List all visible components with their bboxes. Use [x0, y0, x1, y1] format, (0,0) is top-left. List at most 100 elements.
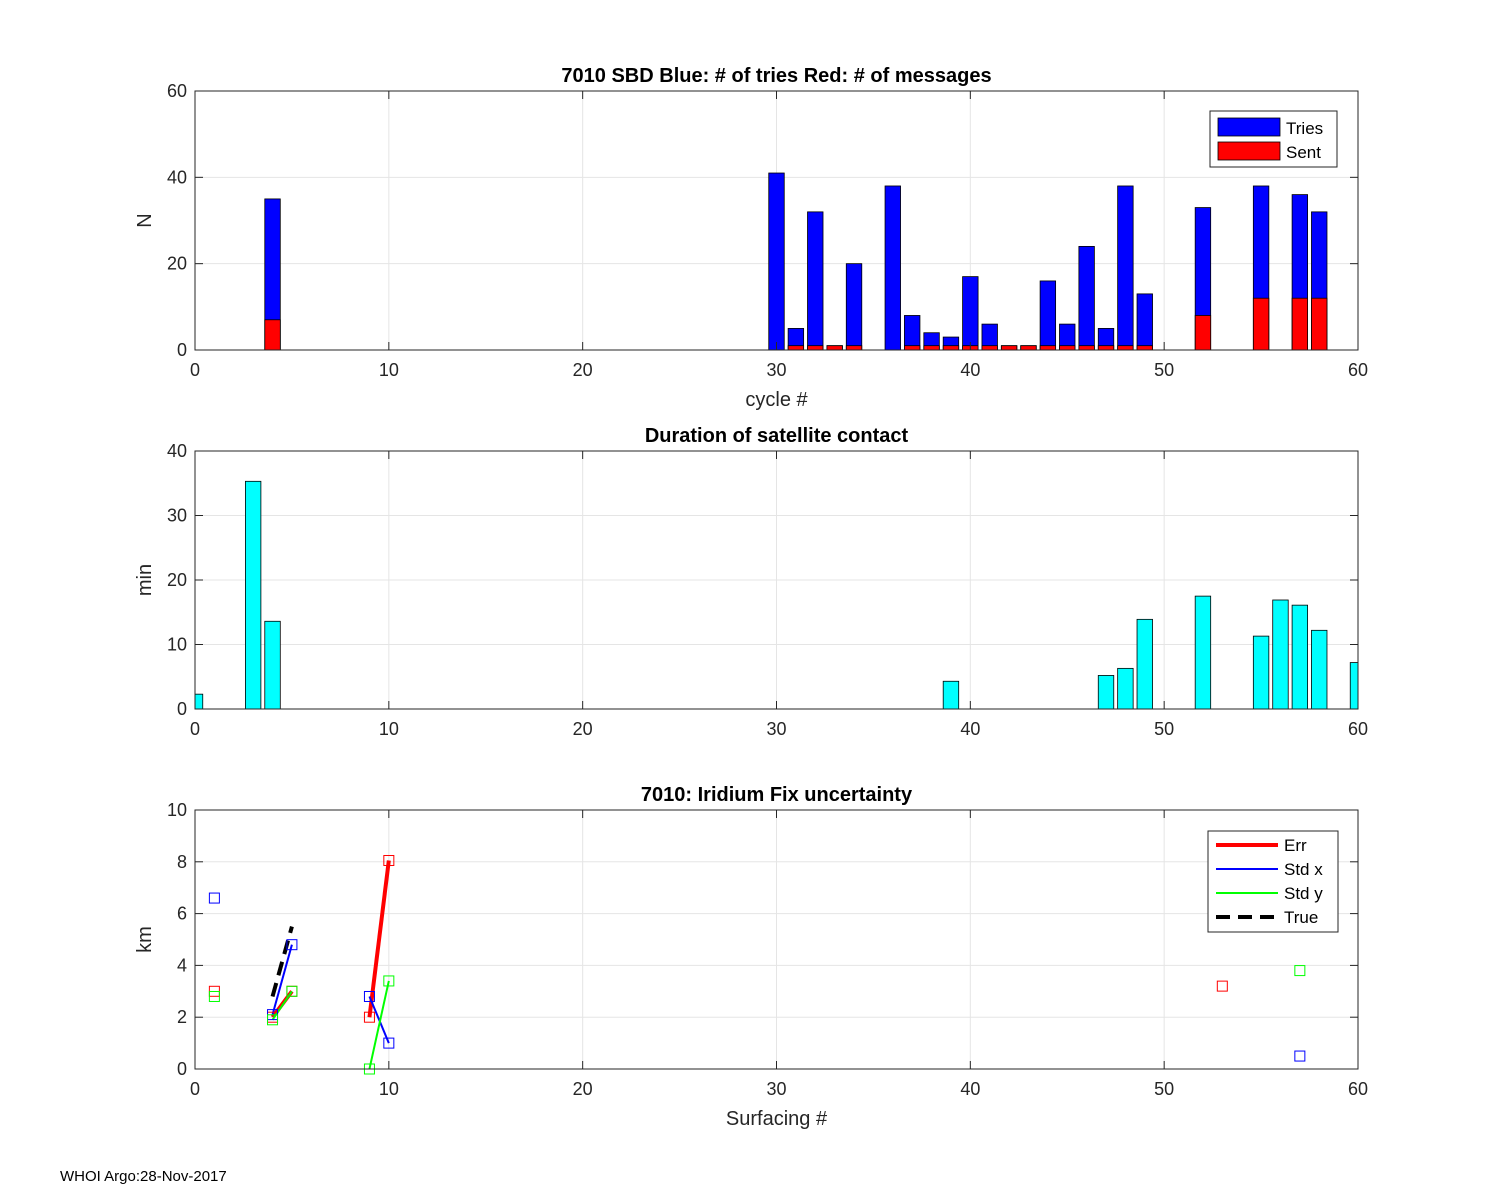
bar-sent — [1117, 345, 1134, 351]
bar-sent — [845, 345, 863, 351]
x-tick-label: 30 — [766, 719, 786, 739]
bar-duration — [264, 620, 281, 710]
y-tick-label: 0 — [177, 1059, 187, 1079]
bar-duration — [1272, 599, 1289, 710]
bar-sent — [1059, 345, 1076, 351]
bar-tries — [962, 276, 979, 351]
x-tick-label: 50 — [1154, 360, 1174, 380]
x-tick-label: 0 — [190, 719, 200, 739]
chart-2: 0 10 20 30 40 50 60 0 10 20 30 40 Duration of satell… — [134, 425, 1368, 739]
bar-duration — [942, 680, 960, 710]
bar-tries — [1039, 280, 1057, 351]
bar-sent — [923, 345, 940, 351]
bar-duration — [194, 693, 204, 710]
y-tick-label: 10 — [167, 635, 187, 655]
bar-duration — [1291, 604, 1309, 710]
x-tick-label: 40 — [960, 360, 980, 380]
y-tick-label: 40 — [167, 441, 187, 461]
marker-std-y — [267, 1014, 279, 1026]
x-tick-label: 0 — [190, 1079, 200, 1099]
legend-label: True — [1284, 908, 1318, 927]
legend-label: Err — [1284, 836, 1307, 855]
legend-label: Sent — [1286, 143, 1321, 162]
y-axis-label: N — [134, 213, 156, 227]
x-tick-label: 10 — [379, 719, 399, 739]
y-axis-label: min — [134, 564, 156, 596]
bar-sent — [1097, 345, 1115, 351]
x-tick-label: 60 — [1348, 360, 1368, 380]
bar-sent — [826, 345, 843, 351]
legend-label: Std y — [1284, 884, 1323, 903]
y-tick-label: 20 — [167, 570, 187, 590]
legend: Tries Sent — [1209, 110, 1338, 168]
legend-swatch — [1217, 117, 1281, 137]
bar-duration — [1252, 635, 1270, 710]
bar-duration — [244, 480, 262, 710]
y-tick-label: 60 — [167, 81, 187, 101]
bar-sent — [787, 345, 805, 351]
x-tick-label: 20 — [573, 360, 593, 380]
y-tick-label: 8 — [177, 852, 187, 872]
x-tick-label: 20 — [573, 719, 593, 739]
legend-label: Tries — [1286, 119, 1323, 138]
bar-sent — [1311, 297, 1328, 351]
y-tick-label: 2 — [177, 1007, 187, 1027]
bar-tries — [845, 263, 863, 351]
marker-std-x — [363, 990, 375, 1002]
chart-title: 7010 SBD Blue: # of tries Red: # of mess… — [561, 65, 991, 87]
y-tick-label: 6 — [177, 904, 187, 924]
marker-std-y — [383, 975, 395, 987]
x-tick-label: 10 — [379, 360, 399, 380]
series-line-true — [270, 926, 294, 998]
x-tick-label: 40 — [960, 1079, 980, 1099]
x-tick-label: 0 — [190, 360, 200, 380]
x-axis-label: Surfacing # — [726, 1108, 828, 1130]
marker-std-x — [286, 939, 298, 951]
footer-timestamp: WHOI Argo:28-Nov-2017 — [60, 1168, 227, 1185]
x-axis-label: cycle # — [745, 389, 808, 411]
bar-sent — [1252, 297, 1270, 351]
bar-duration — [1117, 667, 1134, 710]
bar-tries — [768, 172, 785, 351]
x-tick-label: 40 — [960, 719, 980, 739]
bar-tries — [1117, 185, 1134, 351]
bar-tries — [1136, 293, 1153, 351]
chart-title: Duration of satellite contact — [645, 425, 909, 447]
bar-sent — [904, 345, 921, 351]
bar-tries — [1078, 245, 1095, 351]
bar-duration — [1136, 618, 1153, 710]
bar-sent — [1078, 345, 1095, 351]
bar-sent — [1000, 345, 1018, 351]
bar-sent — [264, 319, 281, 351]
x-tick-label: 30 — [766, 1079, 786, 1099]
series-line-std-x — [368, 996, 390, 1044]
bar-sent — [1194, 315, 1212, 351]
y-tick-label: 20 — [167, 254, 187, 274]
bar-tries — [884, 185, 901, 351]
chart-3: 0 10 20 30 40 50 60 0 2 4 6 8 10 7010: Iridium Fix un… — [134, 784, 1368, 1130]
y-tick-label: 40 — [167, 167, 187, 187]
marker-std-x — [383, 1037, 395, 1049]
marker-std-y — [208, 990, 220, 1002]
bar-sent — [981, 345, 998, 351]
bar-duration — [1311, 629, 1328, 710]
series-line-std-x — [271, 944, 293, 1015]
bar-sent — [1039, 345, 1057, 351]
bar-duration — [1194, 595, 1212, 710]
marker-std-y — [1294, 965, 1306, 977]
x-tick-label: 50 — [1154, 719, 1174, 739]
chart-title: 7010: Iridium Fix uncertainty — [641, 784, 913, 806]
marker-err — [1216, 980, 1228, 992]
marker-std-x — [208, 892, 220, 904]
series-line-std-y — [368, 980, 390, 1070]
legend-label: Std x — [1284, 860, 1323, 879]
x-tick-label: 60 — [1348, 1079, 1368, 1099]
y-tick-label: 0 — [177, 340, 187, 360]
chart-1: 0 10 20 30 40 50 60 0 20 40 60 7010 SBD Blue: # of … — [134, 65, 1368, 411]
bar-duration — [1097, 675, 1115, 710]
bar-sent — [942, 345, 960, 351]
marker-std-x — [1294, 1050, 1306, 1062]
legend-swatch — [1217, 141, 1281, 161]
legend: Err Std x Std y True — [1207, 830, 1339, 933]
